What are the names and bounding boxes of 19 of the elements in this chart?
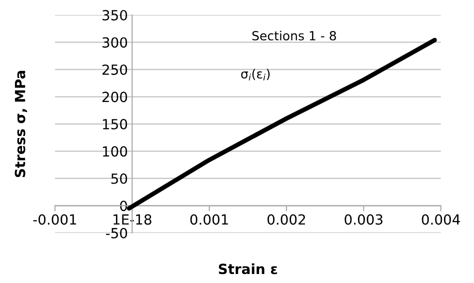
y-tick-label: 150 — [103, 118, 128, 130]
y-tick-label: -50 — [106, 228, 128, 238]
y-tick-label: 200 — [102, 92, 128, 102]
text: σ$_{i}$(ε$_{i}$) — [241, 68, 270, 80]
y-tick-label: 300 — [102, 37, 128, 48]
x-tick-label: 0.004 — [422, 214, 460, 225]
y-axis-title: Stress σ, MPa — [14, 70, 28, 178]
x-tick-label: 0.003 — [344, 214, 382, 225]
y-tick-label: 0 — [120, 200, 128, 212]
x-tick-label: 1E-18 — [114, 214, 152, 225]
y-tick-label: 250 — [102, 64, 128, 75]
x-tick-label: -0.001 — [33, 214, 76, 225]
y-tick-label: 100 — [103, 146, 128, 157]
x-tick-label: 0.002 — [268, 214, 305, 225]
x-axis-title: Strain ε — [218, 263, 278, 274]
y-tick-label: 50 — [111, 173, 128, 184]
x-tick-label: 0.001 — [190, 214, 228, 225]
y-tick-label: 350 — [102, 10, 128, 20]
annotation: Sections 1 - 8 — [252, 30, 336, 40]
